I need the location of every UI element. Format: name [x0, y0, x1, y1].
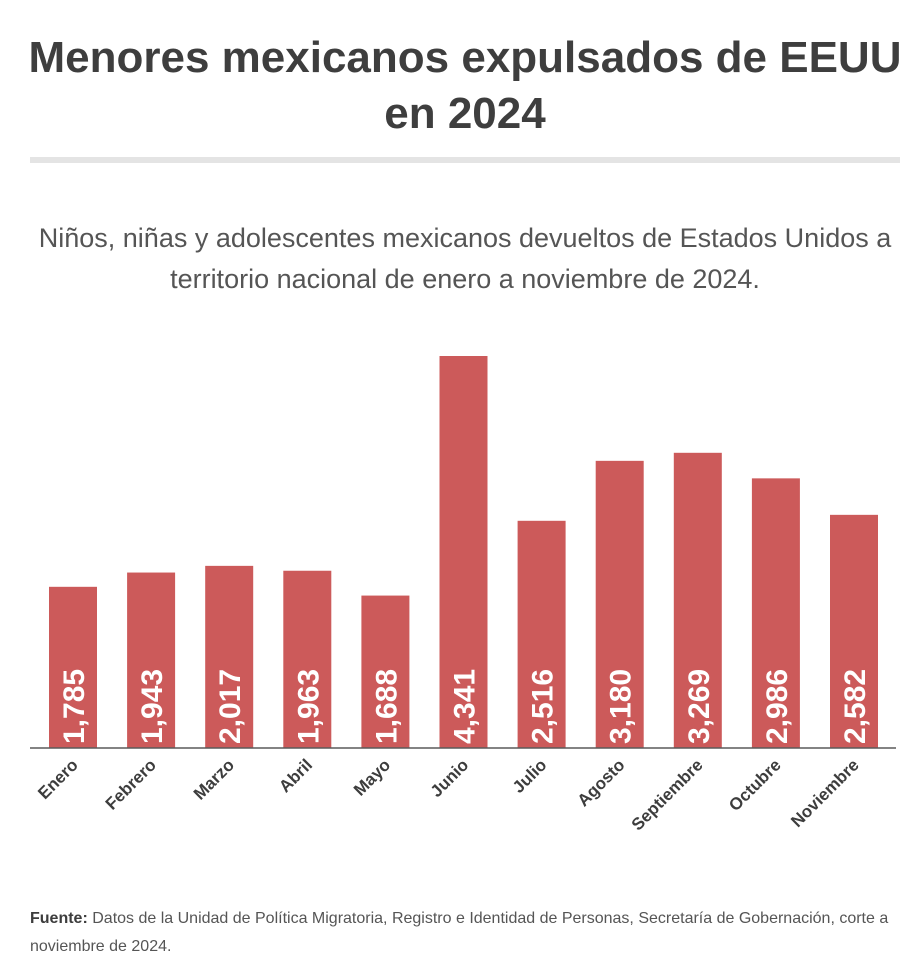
bar-value-label: 2,516 [527, 669, 560, 744]
bar-value-label: 4,341 [449, 669, 482, 744]
x-tick-label: Junio [427, 755, 472, 800]
title-divider [30, 157, 900, 163]
x-tick-label: Agosto [574, 755, 629, 810]
x-tick-label: Julio [509, 755, 550, 796]
x-tick-label: Abril [275, 755, 316, 796]
bar-chart: 1,785 Enero 1,943 Febrero 2,017 Marzo 1,963 Abr… [30, 356, 896, 834]
bar-value-label: 1,785 [58, 669, 91, 744]
x-tick-label: Septiembre [628, 755, 707, 834]
bar-noviembre [830, 514, 878, 748]
x-tick-label: Noviembre [787, 755, 863, 831]
x-tick-label: Marzo [190, 755, 238, 803]
bar-value-label: 2,582 [839, 669, 872, 744]
bar-value-label: 3,269 [683, 669, 716, 744]
x-tick-label: Octubre [725, 755, 785, 815]
chart-title: Menores mexicanos expulsados de EEUU en … [28, 33, 902, 138]
bar-junio [439, 356, 488, 748]
bar-value-label: 3,180 [605, 669, 638, 744]
bar-value-label: 1,943 [136, 669, 169, 744]
bar-febrero [127, 572, 176, 748]
bar-value-label: 2,017 [214, 669, 247, 744]
chart-subtitle: Niños, niñas y adolescentes mexicanos de… [38, 223, 892, 294]
x-tick-label: Mayo [350, 755, 394, 799]
bar-mayo [361, 595, 410, 748]
bar-value-label: 1,963 [292, 669, 325, 744]
bar-abril [283, 570, 332, 748]
x-tick-label: Enero [34, 755, 82, 803]
bar-enero [49, 586, 97, 748]
bar-agosto [595, 460, 644, 748]
bar-octubre [751, 478, 800, 748]
source-text: Datos de la Unidad de Política Migratori… [30, 910, 889, 955]
bar-julio [517, 520, 566, 748]
bar-marzo [205, 565, 254, 748]
bar-septiembre [673, 452, 722, 748]
source-label: Fuente: [30, 910, 88, 927]
source-note: Fuente: Datos de la Unidad de Política M… [30, 905, 890, 961]
bar-value-label: 1,688 [370, 669, 403, 744]
x-tick-label: Febrero [102, 755, 160, 813]
bar-value-label: 2,986 [761, 669, 794, 744]
